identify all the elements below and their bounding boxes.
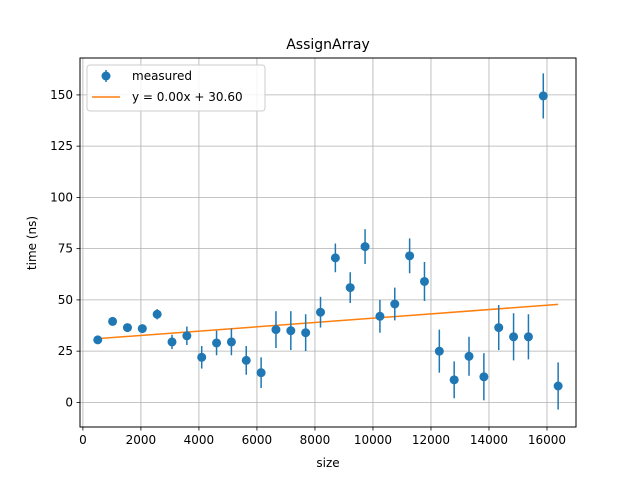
data-point [301, 328, 311, 338]
y-tick-label: 50 [58, 293, 73, 307]
data-point [434, 346, 444, 356]
legend-measured-label: measured [132, 69, 192, 83]
x-tick-label: 10000 [354, 433, 392, 447]
data-point [152, 309, 162, 319]
fit-line [97, 303, 559, 340]
y-axis-ticks: 0 25 50 75 100 125 150 [50, 88, 80, 409]
chart-title: AssignArray [286, 37, 370, 53]
data-point [419, 276, 429, 286]
measured-points-group [93, 73, 563, 410]
y-axis-label: time (ns) [25, 216, 39, 270]
x-tick-label: 0 [79, 433, 87, 447]
data-point [122, 323, 132, 333]
data-point [108, 316, 118, 326]
data-point [538, 91, 548, 101]
fit-line-group [97, 303, 559, 340]
data-point [256, 368, 266, 378]
data-point [137, 324, 147, 334]
legend: measured y = 0.00x + 30.60 [86, 64, 266, 112]
data-point [449, 375, 459, 385]
x-tick-label: 14000 [470, 433, 508, 447]
data-point [553, 381, 563, 391]
data-point [271, 325, 281, 335]
data-point [523, 332, 533, 342]
legend-fit-label: y = 0.00x + 30.60 [132, 90, 243, 104]
grid [80, 58, 576, 427]
x-axis-ticks: 0 2000 4000 6000 8000 10000 12000 14000 16000 [79, 427, 566, 447]
data-point [360, 242, 370, 252]
x-tick-label: 2000 [126, 433, 157, 447]
data-point [226, 337, 236, 347]
data-point [375, 311, 385, 321]
data-point [182, 331, 192, 341]
x-tick-label: 4000 [184, 433, 215, 447]
data-point [345, 283, 355, 293]
data-point [212, 338, 222, 348]
x-tick-label: 12000 [412, 433, 450, 447]
x-tick-label: 8000 [300, 433, 331, 447]
legend-measured-marker [101, 71, 111, 81]
y-tick-label: 25 [58, 344, 73, 358]
x-tick-label: 6000 [242, 433, 273, 447]
legend-box [86, 64, 266, 112]
data-point [405, 251, 415, 261]
data-point [167, 337, 177, 347]
data-point [494, 323, 504, 333]
y-tick-label: 150 [50, 88, 73, 102]
data-point [197, 352, 207, 362]
x-axis-label: size [316, 456, 339, 470]
data-point [509, 332, 519, 342]
data-point [241, 355, 251, 365]
data-point [464, 351, 474, 361]
y-tick-label: 100 [50, 190, 73, 204]
data-point [330, 253, 340, 263]
y-tick-label: 125 [50, 139, 73, 153]
data-point [316, 307, 326, 317]
y-tick-label: 75 [58, 242, 73, 256]
y-tick-label: 0 [65, 395, 73, 409]
plot-frame [79, 57, 577, 428]
data-point [93, 335, 103, 345]
data-point [286, 326, 296, 336]
x-tick-label: 16000 [528, 433, 566, 447]
data-point [479, 372, 489, 382]
data-point [390, 299, 400, 309]
